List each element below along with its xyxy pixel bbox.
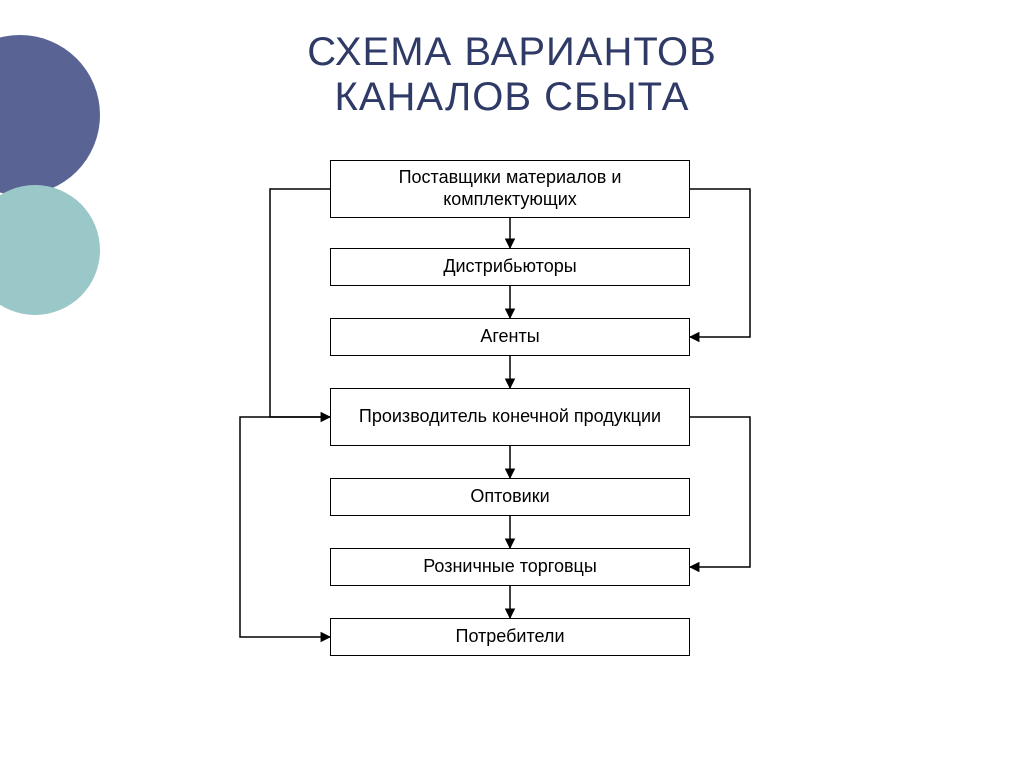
- title-line-2: КАНАЛОВ СБЫТА: [335, 75, 690, 119]
- flow-node-n5: Оптовики: [330, 478, 690, 516]
- slide-title: СХЕМА ВАРИАНТОВ КАНАЛОВ СБЫТА: [0, 30, 1024, 120]
- flow-node-n4: Производитель конечной продукции: [330, 388, 690, 446]
- title-line-1: СХЕМА ВАРИАНТОВ: [307, 30, 717, 74]
- flow-node-n7: Потребители: [330, 618, 690, 656]
- flow-node-n2: Дистрибьюторы: [330, 248, 690, 286]
- flow-node-n1: Поставщики материалов и комплектующих: [330, 160, 690, 218]
- flow-node-n6: Розничные торговцы: [330, 548, 690, 586]
- decor-circle-teal: [0, 185, 100, 315]
- flow-node-n3: Агенты: [330, 318, 690, 356]
